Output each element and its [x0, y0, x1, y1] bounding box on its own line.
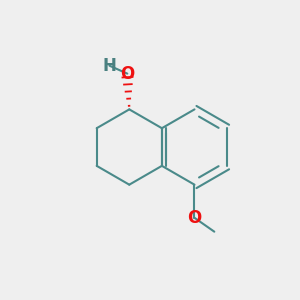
Text: O: O [188, 209, 202, 227]
Text: H: H [103, 57, 116, 75]
Text: O: O [120, 64, 134, 82]
